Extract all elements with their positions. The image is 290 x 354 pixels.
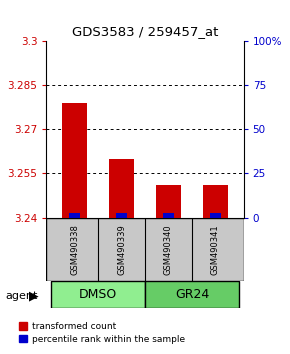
Text: ▶: ▶ [28,289,38,302]
Bar [155,185,181,218]
Text: GSM490341: GSM490341 [211,224,220,275]
Legend: transformed count, percentile rank within the sample: transformed count, percentile rank withi… [19,322,185,344]
Bar [69,213,80,218]
FancyBboxPatch shape [51,281,145,308]
FancyBboxPatch shape [46,218,244,281]
Bar [202,185,228,218]
Text: GSM490340: GSM490340 [164,224,173,275]
Text: GSM490338: GSM490338 [70,224,79,275]
Bar [163,213,174,218]
Text: GR24: GR24 [175,288,209,301]
Title: GDS3583 / 259457_at: GDS3583 / 259457_at [72,25,218,38]
Bar [109,159,135,218]
Bar [62,103,88,218]
Bar [116,213,127,218]
Bar [210,213,221,218]
Text: agent: agent [6,291,38,301]
FancyBboxPatch shape [145,281,239,308]
Text: GSM490339: GSM490339 [117,224,126,275]
Text: DMSO: DMSO [79,288,117,301]
